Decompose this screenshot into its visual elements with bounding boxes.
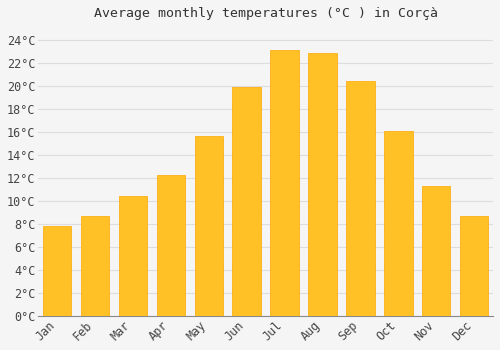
Bar — [194, 136, 223, 316]
Bar — [119, 196, 147, 316]
Bar — [43, 226, 72, 316]
Bar — [81, 216, 110, 316]
Bar — [346, 81, 374, 316]
Bar — [156, 175, 185, 316]
Bar — [422, 186, 450, 316]
Bar — [232, 87, 261, 316]
Bar — [384, 131, 412, 316]
Title: Average monthly temperatures (°C ) in Corçà: Average monthly temperatures (°C ) in Co… — [94, 7, 438, 20]
Bar — [460, 216, 488, 316]
Bar — [270, 50, 299, 316]
Bar — [308, 54, 336, 316]
